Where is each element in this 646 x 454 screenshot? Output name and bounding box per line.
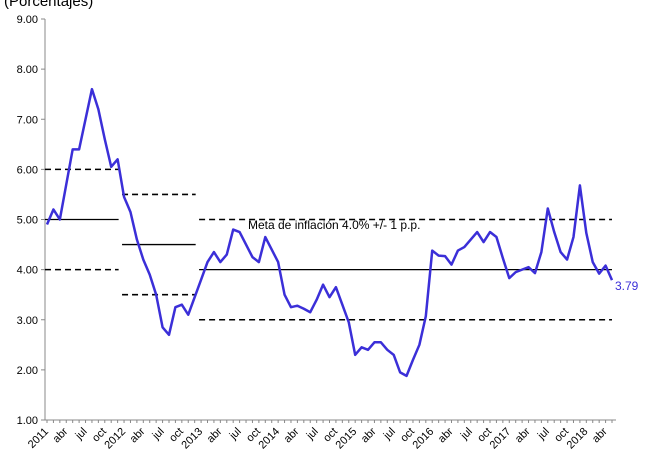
y-tick-label: 7.00 xyxy=(17,114,38,126)
x-tick-label: jul xyxy=(458,426,475,443)
x-tick-label: abr xyxy=(51,425,71,445)
data-line xyxy=(45,87,614,378)
y-tick-label: 5.00 xyxy=(17,215,38,227)
x-tick-label: 2014 xyxy=(256,426,282,452)
x-tick-label: 2015 xyxy=(334,426,360,452)
y-tick-label: 8.00 xyxy=(17,64,38,76)
x-tick-label: jul xyxy=(73,426,90,443)
y-tick-label: 2.00 xyxy=(17,365,38,377)
x-tick-label: jul xyxy=(381,426,398,443)
x-tick-label: jul xyxy=(535,426,552,443)
x-tick-label: 2018 xyxy=(565,426,591,452)
x-tick-label: 2013 xyxy=(179,426,205,452)
x-tick-label: abr xyxy=(513,425,533,445)
y-tick-label: 1.00 xyxy=(17,415,38,427)
x-tick-label: abr xyxy=(282,425,302,445)
y-tick-label: 6.00 xyxy=(17,164,38,176)
x-tick-label: abr xyxy=(359,425,379,445)
chart-title: (Porcentajes) xyxy=(4,0,93,10)
x-tick-label: 2016 xyxy=(411,426,437,452)
x-tick-label: jul xyxy=(304,426,321,443)
x-tick-label: jul xyxy=(227,426,244,443)
x-tick-label: abr xyxy=(590,425,610,445)
annotation: Meta de inflación 4.0% +/- 1 p.p. xyxy=(248,218,420,232)
x-tick-label: jul xyxy=(150,426,167,443)
x-tick-label: 2011 xyxy=(26,426,51,451)
y-tick-label: 4.00 xyxy=(17,265,38,277)
x-tick-label: 2012 xyxy=(102,426,128,452)
x-tick-label: 2017 xyxy=(488,426,514,452)
x-tick-label: abr xyxy=(436,425,456,445)
y-tick-label: 3.00 xyxy=(17,315,38,327)
data-label: 3.79 xyxy=(615,279,639,293)
x-tick-label: abr xyxy=(128,425,148,445)
y-tick-label: 9.00 xyxy=(17,14,38,26)
x-tick-label: abr xyxy=(205,425,225,445)
